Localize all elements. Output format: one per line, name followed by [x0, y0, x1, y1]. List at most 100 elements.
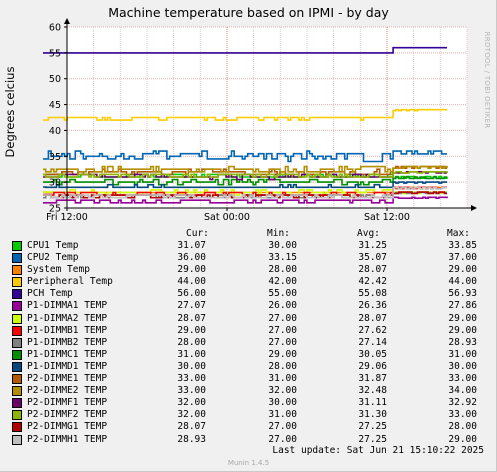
legend-row: CPU1 Temp 31.07 30.00 31.25 33.85 — [0, 240, 497, 252]
legend-swatch — [12, 313, 22, 324]
legend-avg-value: 31.25 — [358, 240, 387, 251]
legend-series-name: PCH Temp — [27, 288, 73, 300]
header-min: Min: — [267, 228, 290, 239]
legend-series-name: CPU2 Temp — [27, 252, 79, 264]
legend-swatch — [12, 361, 22, 372]
legend-series-name: P1-DIMMA2 TEMP — [27, 312, 108, 324]
legend-avg-value: 27.25 — [358, 421, 387, 433]
legend-max-value: 28.00 — [448, 421, 477, 433]
legend-series-name: Peripheral Temp — [27, 276, 113, 288]
legend-avg-value: 31.30 — [358, 409, 387, 421]
legend-max-value: 33.00 — [448, 373, 477, 385]
legend-swatch — [12, 386, 22, 397]
series-line-13 — [43, 165, 448, 173]
legend-avg-value: 26.36 — [358, 300, 387, 312]
legend-swatch — [12, 325, 22, 336]
axes — [64, 18, 477, 211]
y-tick-label: 30 — [49, 178, 61, 189]
series-line-15 — [43, 171, 448, 178]
series-line-17 — [43, 186, 447, 199]
legend-row: P1-DIMMC1 TEMP 31.00 29.00 30.05 31.00 — [0, 349, 497, 361]
legend-max-value: 37.00 — [448, 252, 477, 264]
legend-row: P1-DIMMA1 TEMP 27.07 26.00 26.36 27.86 — [0, 300, 497, 312]
plot-area: 25 30 35 40 45 50 55 60 Fri 12:00 Sat 00:00 Sat 12… — [43, 18, 477, 224]
legend-swatch — [12, 422, 22, 433]
legend-row: P2-DIMMG1 TEMP 28.07 27.00 27.25 28.00 — [0, 421, 497, 433]
legend-series-name: P2-DIMMF1 TEMP — [27, 397, 108, 409]
legend-row: CPU2 Temp 36.00 33.15 35.07 37.00 — [0, 252, 497, 264]
legend-row: P2-DIMMH1 TEMP 28.93 27.00 27.25 29.00 — [0, 434, 497, 446]
legend-swatch — [12, 410, 22, 421]
legend-min-value: 28.00 — [268, 264, 297, 276]
series-line-2 — [43, 150, 447, 163]
legend-cur-value: 29.00 — [177, 264, 206, 276]
legend-series-name: P2-DIMME1 TEMP — [27, 373, 108, 385]
legend-swatch — [12, 349, 22, 360]
y-tick-label: 50 — [49, 74, 61, 85]
header-max: Max: — [447, 228, 470, 239]
legend-max-value: 33.00 — [448, 409, 477, 421]
legend-avg-value: 31.87 — [358, 373, 387, 385]
legend-row: P1-DIMMA2 TEMP 28.07 27.00 28.07 29.00 — [0, 313, 497, 325]
legend-min-value: 29.00 — [268, 348, 297, 360]
legend-avg-value: 27.62 — [358, 324, 387, 336]
legend-max-value: 29.00 — [448, 264, 477, 276]
tick-labels: 25 30 35 40 45 50 55 60 Fri 12:00 Sat 00:00 Sat 12… — [46, 23, 410, 224]
series-line-11 — [43, 181, 447, 189]
legend-avg-value: 32.48 — [358, 385, 387, 397]
legend-cur-value: 31.00 — [177, 348, 206, 360]
legend-min-value: 42.00 — [268, 276, 297, 288]
legend-row: System Temp 29.00 28.00 28.07 29.00 — [0, 264, 497, 276]
legend-avg-value: 42.42 — [358, 276, 387, 288]
legend-min-value: 55.00 — [268, 288, 297, 300]
legend-cur-value: 56.00 — [177, 288, 206, 300]
legend-max-value: 44.00 — [448, 276, 477, 288]
legend-min-value: 26.00 — [268, 300, 297, 312]
legend-cur-value: 30.00 — [177, 360, 206, 372]
legend-series-name: P2-DIMMH1 TEMP — [27, 433, 108, 445]
legend: CPU1 Temp 31.07 30.00 31.25 33.85 CPU2 Temp 36… — [0, 240, 497, 446]
legend-series-name: P2-DIMMG1 TEMP — [27, 421, 108, 433]
legend-min-value: 27.00 — [268, 433, 297, 445]
legend-series-name: P2-DIMME2 TEMP — [27, 385, 108, 397]
y-tick-label: 60 — [49, 23, 61, 34]
legend-cur-value: 27.07 — [177, 300, 206, 312]
legend-swatch — [12, 398, 22, 409]
legend-max-value: 29.00 — [448, 312, 477, 324]
legend-row: P2-DIMME2 TEMP 33.00 32.00 32.48 34.00 — [0, 385, 497, 397]
legend-swatch — [12, 301, 22, 312]
x-tick-label: Fri 12:00 — [46, 212, 88, 223]
legend-avg-value: 27.14 — [358, 336, 387, 348]
legend-swatch — [12, 265, 22, 276]
legend-max-value: 29.00 — [448, 324, 477, 336]
legend-swatch — [12, 253, 22, 264]
legend-row: P2-DIMME1 TEMP 33.00 31.00 31.87 33.00 — [0, 373, 497, 385]
y-tick-label: 40 — [49, 126, 61, 137]
series-line-5 — [43, 46, 447, 54]
legend-row: PCH Temp 56.00 55.00 55.08 56.93 — [0, 288, 497, 300]
legend-cur-value: 31.07 — [177, 240, 206, 251]
legend-series-name: CPU1 Temp — [27, 240, 79, 251]
series-line-10 — [43, 176, 447, 186]
chart-title: Machine temperature based on IPMI - by d… — [108, 5, 389, 20]
legend-swatch — [12, 434, 22, 445]
y-tick-label: 45 — [49, 100, 61, 111]
header-cur: Cur: — [186, 228, 209, 239]
legend-cur-value: 33.00 — [177, 373, 206, 385]
legend-max-value: 27.86 — [448, 300, 477, 312]
series-line-6 — [43, 196, 448, 204]
legend-max-value: 32.92 — [448, 397, 477, 409]
legend-row: P1-DIMMD1 TEMP 30.00 28.00 29.06 30.00 — [0, 361, 497, 373]
legend-min-value: 27.00 — [268, 324, 297, 336]
legend-series-name: P1-DIMMC1 TEMP — [27, 348, 108, 360]
legend-series-name: P1-DIMMD1 TEMP — [27, 360, 108, 372]
legend-min-value: 28.00 — [268, 360, 297, 372]
legend-cur-value: 28.07 — [177, 421, 206, 433]
legend-swatch — [12, 374, 22, 385]
legend-min-value: 27.00 — [268, 421, 297, 433]
legend-avg-value: 35.07 — [358, 252, 387, 264]
legend-avg-value: 30.05 — [358, 348, 387, 360]
series-line-4 — [43, 108, 447, 121]
y-tick-label: 55 — [49, 48, 61, 59]
